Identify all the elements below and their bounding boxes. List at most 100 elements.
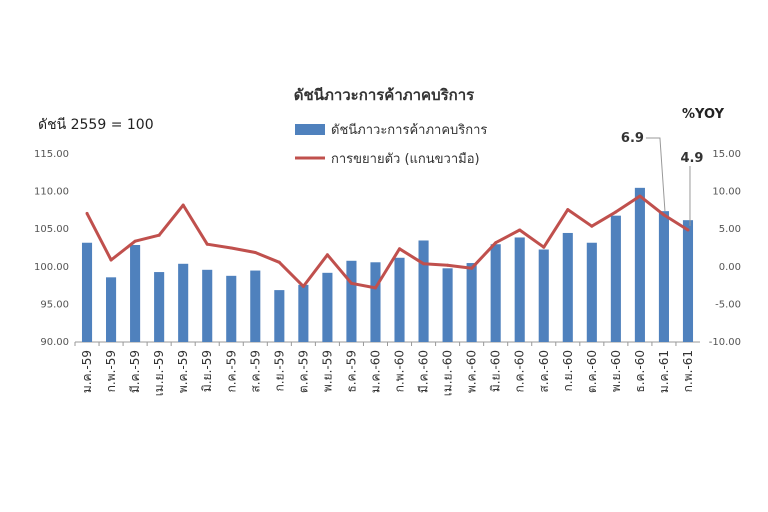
bar xyxy=(610,215,621,342)
line-point xyxy=(109,258,113,262)
line-point xyxy=(157,233,161,237)
bar xyxy=(274,290,285,342)
x-tick-label: เม.ย.-60 xyxy=(441,350,455,396)
bar xyxy=(634,187,645,342)
left-tick-label: 105.00 xyxy=(34,224,69,235)
line-point xyxy=(422,262,426,266)
left-tick-label: 110.00 xyxy=(34,187,69,198)
line-point xyxy=(373,286,377,290)
bar xyxy=(370,262,381,342)
x-tick-label: ต.ค.-59 xyxy=(296,350,310,393)
annotations: 6.9 4.9 xyxy=(621,131,703,226)
line-point xyxy=(614,210,618,214)
left-tick-label: 115.00 xyxy=(34,149,69,160)
bar xyxy=(154,272,165,342)
line-point xyxy=(518,228,522,232)
x-tick-label: ก.พ.-60 xyxy=(393,350,407,392)
bar xyxy=(538,249,549,342)
line-point xyxy=(662,213,666,217)
bar xyxy=(130,244,141,342)
legend-line-label: การขยายตัว (แกนขวามือ) xyxy=(331,151,480,167)
bar-series xyxy=(81,187,694,342)
bar xyxy=(106,277,117,342)
bar xyxy=(562,232,573,342)
line-point xyxy=(494,241,498,245)
legend-bar-swatch xyxy=(295,124,325,135)
x-tick-label: มี.ค.-60 xyxy=(417,350,431,393)
bar xyxy=(298,284,309,342)
line-point xyxy=(325,253,329,257)
line-point xyxy=(229,246,233,250)
right-tick-label: -10.00 xyxy=(709,337,741,348)
x-tick-label: ต.ค.-60 xyxy=(585,350,599,393)
x-tick-label: ก.ย.-59 xyxy=(272,350,286,392)
x-tick-label: ก.พ.-59 xyxy=(104,350,118,392)
bar xyxy=(178,263,189,342)
line-point xyxy=(638,194,642,198)
annotation-label: 6.9 xyxy=(621,131,644,146)
bar xyxy=(250,270,261,342)
x-tick-label: ส.ค.-60 xyxy=(537,350,551,393)
x-tick-label: ส.ค.-59 xyxy=(248,350,262,393)
right-tick-label: 0.00 xyxy=(719,262,741,273)
legend-bar-label: ดัชนีภาวะการค้าภาคบริการ xyxy=(331,122,487,138)
line-point xyxy=(686,228,690,232)
line-series xyxy=(85,194,690,290)
annotation-leader xyxy=(645,137,666,211)
left-axis-note: ดัชนี 2559 = 100 xyxy=(38,117,154,133)
x-tick-label: มิ.ย.-59 xyxy=(200,350,214,392)
x-tick-label: ก.พ.-61 xyxy=(681,350,695,392)
bar xyxy=(226,275,237,342)
line-point xyxy=(205,242,209,246)
x-tick-label: ก.ย.-60 xyxy=(561,350,575,392)
line-point xyxy=(85,211,89,215)
axes: 90.00 95.00 100.00 105.00 110.00 115.00 -10.00… xyxy=(34,149,741,396)
bar xyxy=(394,257,405,342)
bar xyxy=(418,240,429,342)
bar xyxy=(586,242,597,342)
chart-title: ดัชนีภาวะการค้าภาคบริการ xyxy=(294,86,475,104)
x-tick-label: ธ.ค.-60 xyxy=(633,350,647,393)
bar xyxy=(81,242,93,342)
line-point xyxy=(470,266,474,270)
bar xyxy=(466,263,477,342)
bar xyxy=(658,211,669,342)
bar xyxy=(514,237,525,342)
line-point xyxy=(398,247,402,251)
line-point xyxy=(277,260,281,264)
x-tick-label: ก.ค.-59 xyxy=(224,350,238,393)
right-tick-label: 15.00 xyxy=(712,149,741,160)
bar xyxy=(202,269,213,342)
line-point xyxy=(542,245,546,249)
x-tick-label: มี.ค.-59 xyxy=(128,350,142,393)
x-tick-label: ม.ค.-61 xyxy=(657,350,671,393)
x-tick-label: พ.ย.-60 xyxy=(609,350,623,392)
line-point xyxy=(253,251,257,255)
line-point xyxy=(181,203,185,207)
bar xyxy=(490,244,501,342)
x-tick-label: ม.ค.-59 xyxy=(80,350,94,393)
left-tick-label: 90.00 xyxy=(40,337,69,348)
x-tick-label: เม.ย.-59 xyxy=(152,350,166,396)
right-tick-label: 10.00 xyxy=(712,187,741,198)
x-tick-label: พ.ย.-59 xyxy=(320,350,334,392)
right-axis-note: %YOY xyxy=(682,107,725,122)
legend: ดัชนีภาวะการค้าภาคบริการ การขยายตัว (แกน… xyxy=(295,122,487,167)
x-tick-label: ธ.ค.-59 xyxy=(344,350,358,393)
line-point xyxy=(446,263,450,267)
bar xyxy=(346,260,357,342)
x-tick-label: พ.ค.-60 xyxy=(465,350,479,393)
left-tick-label: 95.00 xyxy=(40,299,69,310)
x-tick-label: พ.ค.-59 xyxy=(176,350,190,393)
left-tick-label: 100.00 xyxy=(34,262,69,273)
right-tick-label: 5.00 xyxy=(719,224,741,235)
line-point xyxy=(349,281,353,285)
line-point xyxy=(590,224,594,228)
series-line xyxy=(85,194,689,290)
annotation-label: 4.9 xyxy=(680,151,703,166)
bar xyxy=(682,220,694,342)
x-tick-label: ม.ค.-60 xyxy=(368,350,382,393)
x-tick-label: ก.ค.-60 xyxy=(513,350,527,393)
line-point xyxy=(301,284,305,288)
right-tick-label: -5.00 xyxy=(715,299,741,310)
